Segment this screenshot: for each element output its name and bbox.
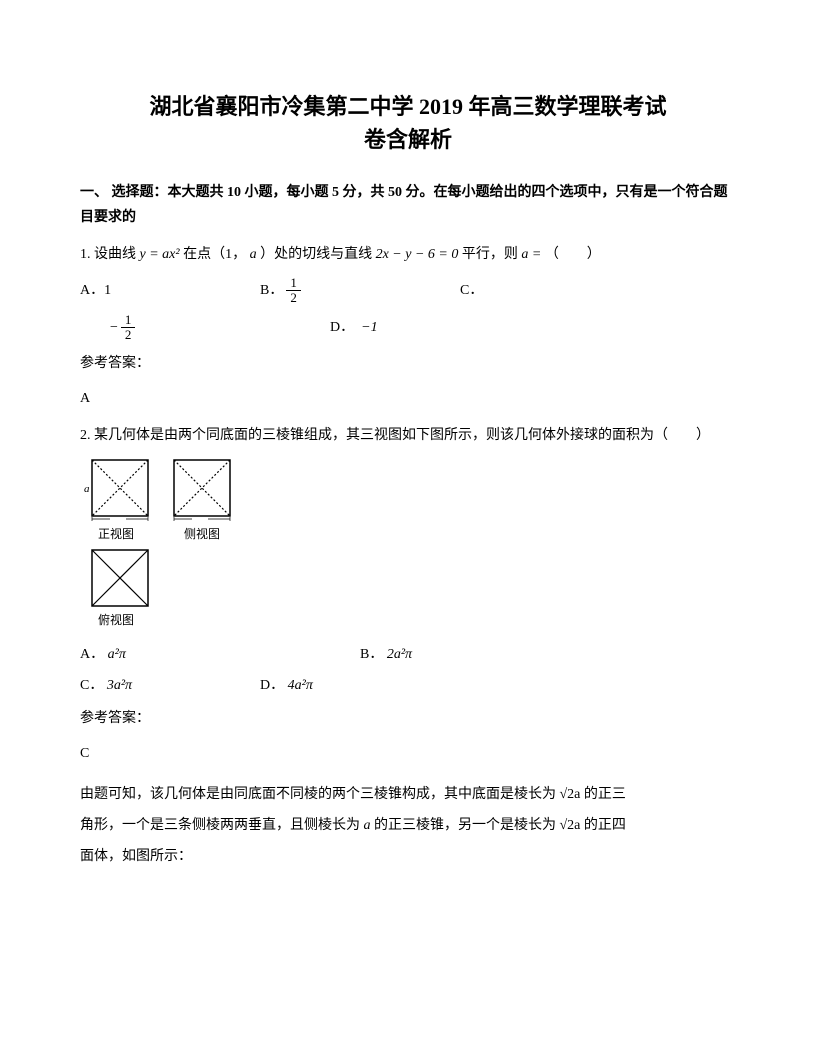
explain-p2a: 角形，一个是三条侧棱两两垂直，且侧棱长为	[80, 818, 360, 833]
q1-prefix: 1. 设曲线	[80, 247, 136, 262]
fraction-half-icon: 1 2	[286, 276, 301, 306]
q1-answer: A	[80, 386, 736, 411]
explain-p1b: 的正三	[584, 787, 626, 802]
top-view-box: 俯视图	[80, 546, 152, 632]
svg-text:a: a	[198, 520, 204, 522]
explain-a: a	[364, 818, 371, 833]
three-view-diagram: a a 正视图 a 侧视图	[80, 456, 736, 631]
q1-option-b: B． 1 2	[260, 276, 460, 306]
question-1: 1. 设曲线 y = ax² 在点（1， a ）处的切线与直线 2x − y −…	[80, 242, 736, 267]
side-view-icon: a	[166, 456, 238, 522]
q1-optd-val: −1	[361, 315, 377, 340]
sqrt-2a-icon: √2a	[560, 787, 581, 802]
neg-sign: −	[110, 315, 118, 340]
q2-options-row1: A． a²π B． 2a²π	[80, 642, 736, 667]
q2-options-row2: C． 3a²π D． 4a²π	[80, 673, 736, 698]
q2-optd-val: 4a²π	[288, 678, 313, 693]
q1-formula3: 2x − y − 6 = 0	[376, 247, 459, 262]
q2-optb-label: B．	[360, 647, 383, 662]
top-view-icon	[80, 546, 152, 608]
q2-option-b: B． 2a²π	[360, 642, 560, 667]
q1-option-neg-half: − 1 2	[110, 313, 330, 343]
side-view-label: 侧视图	[184, 524, 220, 546]
explain-p2b: 的正三棱锥，另一个是棱长为	[374, 818, 556, 833]
q2-optc-label: C．	[80, 678, 103, 693]
top-view-label: 俯视图	[98, 610, 134, 632]
q1-option-c: C．	[460, 278, 520, 303]
frac-den: 2	[121, 328, 136, 342]
frac-num: 1	[121, 313, 136, 328]
q2-answer-label: 参考答案：	[80, 706, 736, 731]
q2-opta-val: a²π	[108, 647, 126, 662]
q1-formula2: a	[250, 247, 257, 262]
q1-optd-label: D．	[330, 315, 354, 340]
q1-options-row1: A．1 B． 1 2 C．	[80, 276, 736, 306]
q2-option-a: A． a²π	[80, 642, 360, 667]
front-view-box: a a 正视图	[80, 456, 152, 546]
q1-optb-label: B．	[260, 278, 283, 303]
svg-text:a: a	[84, 483, 90, 495]
frac-num: 1	[286, 276, 301, 291]
q2-optb-val: 2a²π	[387, 647, 412, 662]
q2-option-c: C． 3a²π	[80, 673, 260, 698]
q1-option-d: D． −1	[330, 315, 378, 340]
title-line2: 卷含解析	[364, 127, 452, 152]
q2-optd-label: D．	[260, 678, 284, 693]
fraction-neg-half-icon: 1 2	[121, 313, 136, 343]
q2-option-d: D． 4a²π	[260, 673, 460, 698]
explain-p1a: 由题可知，该几何体是由同底面不同棱的两个三棱锥构成，其中底面是棱长为	[80, 787, 556, 802]
q1-option-a: A．1	[80, 278, 260, 303]
q1-answer-label: 参考答案：	[80, 351, 736, 376]
sqrt-2a-icon-2: √2a	[560, 818, 581, 833]
explain-p3: 面体，如图所示：	[80, 849, 192, 864]
q1-suffix: （ ）	[545, 247, 601, 262]
title-line1: 湖北省襄阳市冷集第二中学 2019 年高三数学理联考试	[149, 94, 666, 119]
frac-den: 2	[286, 291, 301, 305]
q1-mid2: ）处的切线与直线	[260, 247, 372, 262]
q2-opta-label: A．	[80, 647, 104, 662]
q1-formula4: a =	[521, 247, 541, 262]
question-2: 2. 某几何体是由两个同底面的三棱锥组成，其三视图如下图所示，则该几何体外接球的…	[80, 423, 736, 448]
front-view-icon: a a	[80, 456, 152, 522]
explain-p2c: 的正四	[584, 818, 626, 833]
q1-mid3: 平行，则	[462, 247, 518, 262]
front-view-label: 正视图	[98, 524, 134, 546]
q2-explanation: 由题可知，该几何体是由同底面不同棱的两个三棱锥构成，其中底面是棱长为 √2a 的…	[80, 780, 736, 872]
q2-answer: C	[80, 741, 736, 766]
section-header: 一、 选择题：本大题共 10 小题，每小题 5 分，共 50 分。在每小题给出的…	[80, 180, 736, 230]
q1-formula1: y = ax²	[140, 247, 180, 262]
q1-mid1: 在点（1，	[183, 247, 246, 262]
side-view-box: a 侧视图	[166, 456, 238, 546]
q1-options-row2: − 1 2 D． −1	[80, 313, 736, 343]
svg-text:a: a	[116, 520, 122, 522]
q2-optc-val: 3a²π	[107, 678, 132, 693]
